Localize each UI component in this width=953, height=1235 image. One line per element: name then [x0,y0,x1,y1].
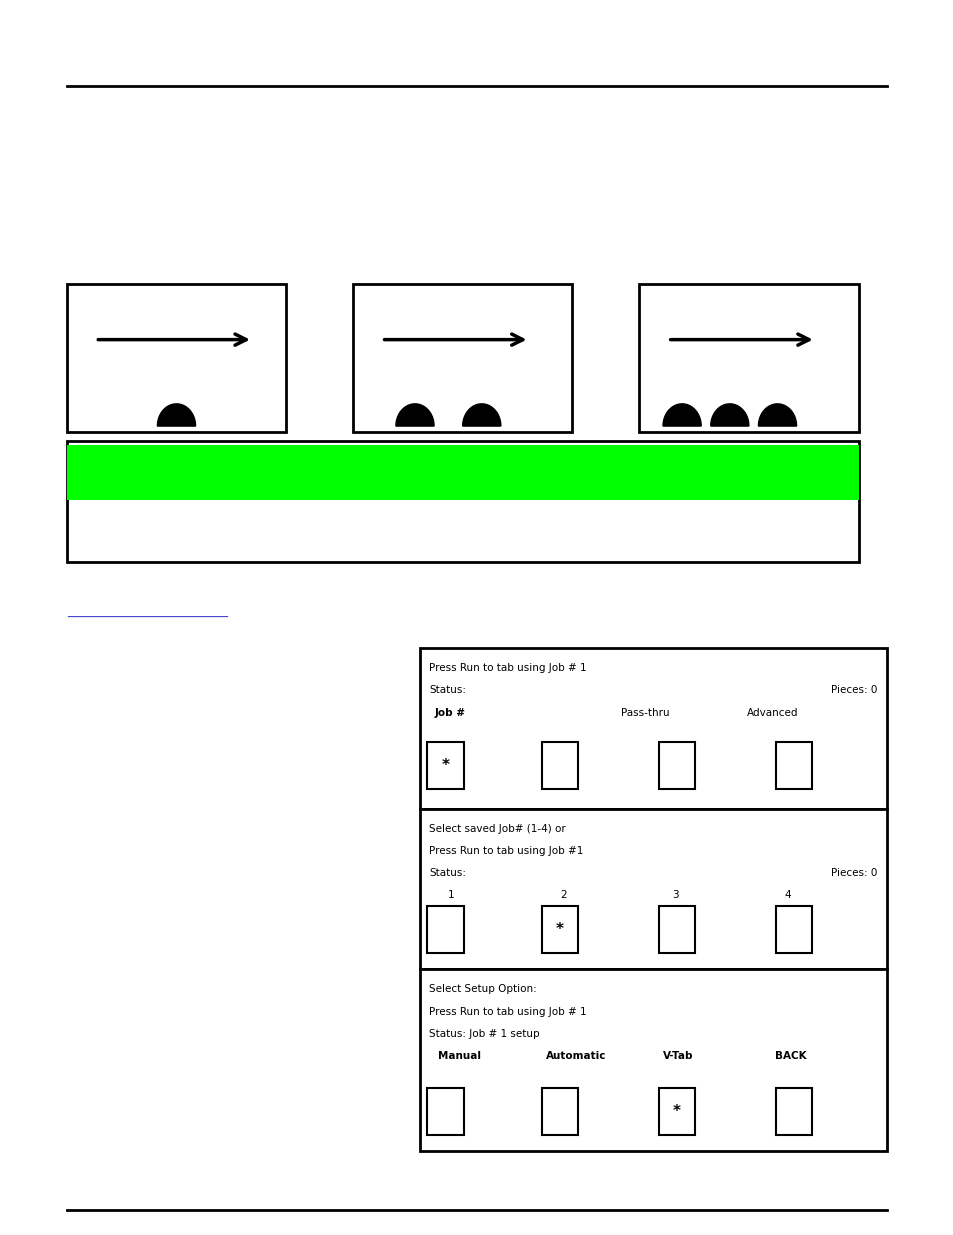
Text: 1: 1 [447,890,454,900]
Bar [639,284,858,432]
Bar [427,1088,463,1135]
Bar [541,1088,578,1135]
Text: Manual: Manual [438,1051,481,1061]
Text: Status:: Status: [429,685,466,695]
Polygon shape [758,404,796,426]
Text: *: * [441,758,449,773]
Bar [658,1088,694,1135]
Bar [67,441,858,562]
Polygon shape [662,404,700,426]
Text: Press Run to tab using Job # 1: Press Run to tab using Job # 1 [429,1007,586,1016]
Text: V-Tab: V-Tab [662,1051,693,1061]
Text: BACK: BACK [774,1051,806,1061]
Text: Press Run to tab using Job #1: Press Run to tab using Job #1 [429,846,583,856]
Polygon shape [395,404,434,426]
Bar [419,648,886,809]
Text: Pieces: 0: Pieces: 0 [830,685,877,695]
Text: Status:: Status: [429,868,466,878]
Text: Select saved Job# (1-4) or: Select saved Job# (1-4) or [429,824,565,834]
Text: 2: 2 [559,890,566,900]
Bar [419,969,886,1151]
Bar [427,906,463,953]
Text: *: * [672,1104,680,1119]
Text: Advanced: Advanced [746,708,798,718]
Bar [353,284,572,432]
Text: 4: 4 [783,890,790,900]
Text: 3: 3 [672,890,679,900]
Bar [67,284,286,432]
Bar [541,742,578,789]
Bar [541,906,578,953]
Bar [658,906,694,953]
Bar [67,445,858,500]
Text: Select Setup Option:: Select Setup Option: [429,984,537,994]
Bar [775,906,811,953]
Bar [427,742,463,789]
Text: Automatic: Automatic [545,1051,606,1061]
Text: Status: Job # 1 setup: Status: Job # 1 setup [429,1029,539,1039]
Bar [658,742,694,789]
Bar [775,742,811,789]
Polygon shape [462,404,500,426]
Bar [775,1088,811,1135]
Text: _______________________: _______________________ [67,604,228,618]
Bar [419,809,886,969]
Text: *: * [556,923,563,937]
Text: Press Run to tab using Job # 1: Press Run to tab using Job # 1 [429,663,586,673]
Text: Pass-thru: Pass-thru [620,708,669,718]
Polygon shape [157,404,195,426]
Polygon shape [710,404,748,426]
Text: Job #: Job # [434,708,464,718]
Text: Pieces: 0: Pieces: 0 [830,868,877,878]
